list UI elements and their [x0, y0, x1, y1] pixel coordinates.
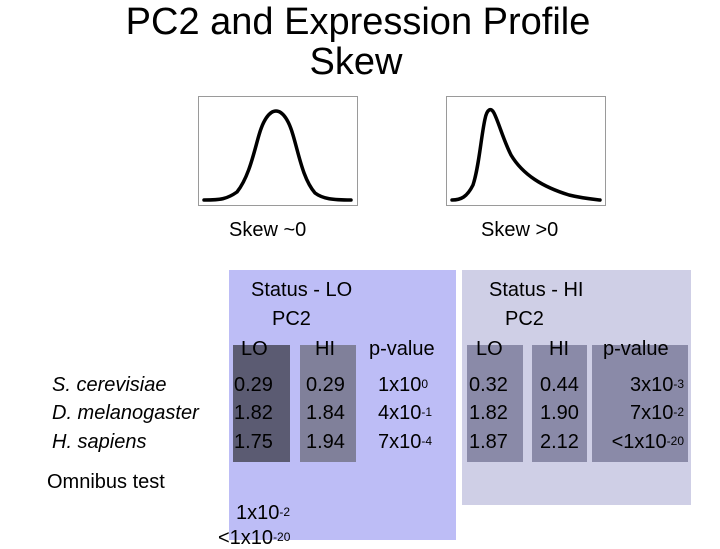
- omnibus-lo-pvalue: 1x10-2: [236, 502, 291, 524]
- lo-pvalue: 7x10-4: [378, 431, 433, 453]
- status-lo-label: Status - LO: [251, 279, 353, 301]
- lo-hi-value: 1.84: [306, 402, 345, 424]
- hi-hi-value: 1.90: [540, 402, 579, 424]
- title-line-2: Skew: [309, 41, 403, 83]
- hi-lo-value: 0.32: [469, 374, 508, 396]
- title-line-1: PC2 and Expression Profile: [125, 1, 591, 43]
- skewed-curve: [450, 107, 602, 202]
- caption-skew-zero: Skew ~0: [229, 219, 307, 241]
- lo-hi-value: 1.94: [306, 431, 345, 453]
- lo-panel-hi-column: [300, 345, 356, 462]
- hi-pvalue: 3x10-3: [629, 374, 684, 396]
- lo-pvalue: 4x10-1: [378, 402, 433, 424]
- hi-lo-value: 1.87: [469, 431, 508, 453]
- hi-panel-lo-column: [467, 345, 523, 462]
- lo-lo-value: 1.75: [234, 431, 273, 453]
- plot-skew-positive: [446, 96, 606, 206]
- omnibus-label: Omnibus test: [47, 471, 165, 493]
- hi-header-pvalue: p-value: [603, 338, 669, 360]
- lo-header-pvalue: p-value: [369, 338, 435, 360]
- lo-header-lo: LO: [241, 338, 268, 360]
- hi-panel-pvalue-column: [592, 345, 688, 462]
- hi-hi-value: 0.44: [540, 374, 579, 396]
- hi-hi-value: 2.12: [540, 431, 579, 453]
- status-hi-label: Status - HI: [489, 279, 584, 301]
- symmetric-curve: [202, 109, 353, 202]
- slide-title: PC2 and Expression Profile Skew: [0, 2, 720, 82]
- lo-pvalue: 1x100: [378, 374, 429, 396]
- status-hi-pc2: PC2: [505, 308, 544, 330]
- species-name: D. melanogaster: [52, 402, 199, 424]
- hi-lo-value: 1.82: [469, 402, 508, 424]
- lo-lo-value: 0.29: [234, 374, 273, 396]
- lo-panel-lo-column: [233, 345, 290, 462]
- species-name: S. cerevisiae: [52, 374, 167, 396]
- hi-header-hi: HI: [549, 338, 569, 360]
- plot-skew-zero: [198, 96, 358, 206]
- lo-hi-value: 0.29: [306, 374, 345, 396]
- omnibus-hi-pvalue: <1x10-20: [218, 527, 291, 549]
- hi-header-lo: LO: [476, 338, 503, 360]
- hi-pvalue: 7x10-2: [629, 402, 684, 424]
- hi-panel-hi-column: [532, 345, 587, 462]
- status-lo-pc2: PC2: [272, 308, 311, 330]
- lo-lo-value: 1.82: [234, 402, 273, 424]
- caption-skew-positive: Skew >0: [481, 219, 559, 241]
- species-name: H. sapiens: [52, 431, 147, 453]
- hi-pvalue: <1x10-20: [611, 431, 684, 453]
- lo-header-hi: HI: [315, 338, 335, 360]
